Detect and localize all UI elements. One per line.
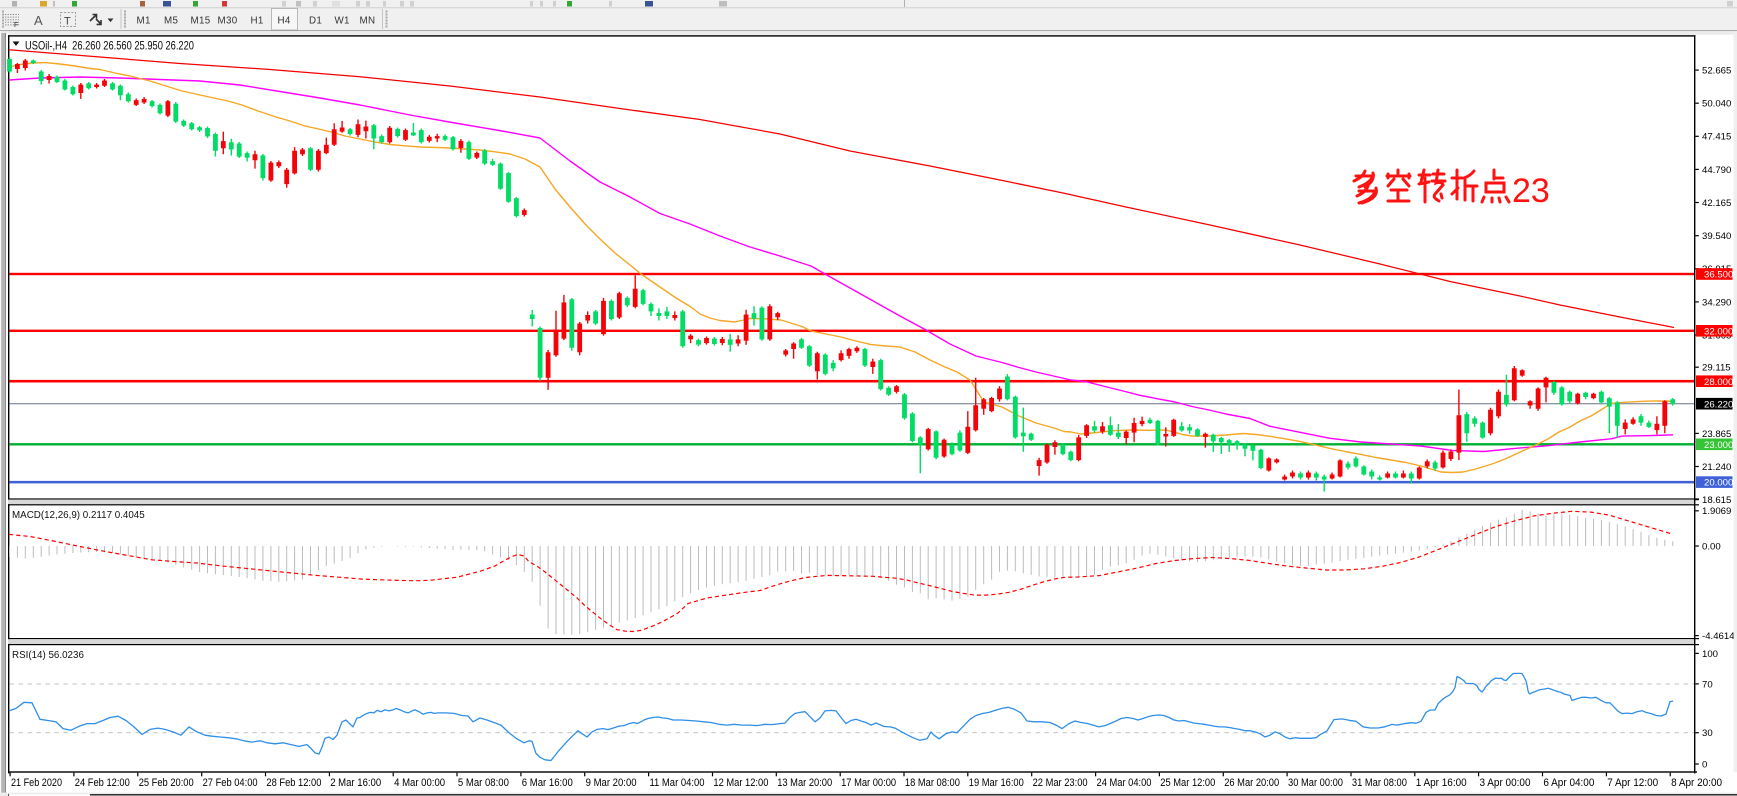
svg-text:2 Mar 16:00: 2 Mar 16:00 [330, 777, 381, 789]
svg-text:M1: M1 [137, 16, 151, 27]
svg-text:23.865: 23.865 [1702, 429, 1731, 440]
svg-text:19 Mar 16:00: 19 Mar 16:00 [969, 777, 1024, 789]
svg-text:30 Mar 00:00: 30 Mar 00:00 [1288, 777, 1343, 789]
svg-text:20.000: 20.000 [1704, 478, 1733, 489]
svg-text:32.000: 32.000 [1704, 326, 1733, 337]
svg-text:8 Apr 20:00: 8 Apr 20:00 [1671, 777, 1722, 789]
svg-text:28 Feb 12:00: 28 Feb 12:00 [266, 777, 321, 789]
svg-text:21 Feb 2020: 21 Feb 2020 [11, 777, 62, 789]
svg-text:70: 70 [1702, 679, 1713, 690]
svg-text:MN: MN [360, 16, 376, 27]
svg-text:34.290: 34.290 [1702, 297, 1731, 308]
svg-text:H1: H1 [251, 16, 264, 27]
svg-text:26.220: 26.220 [1704, 399, 1733, 410]
svg-text:22 Mar 23:00: 22 Mar 23:00 [1033, 777, 1088, 789]
svg-text:23: 23 [1512, 172, 1550, 210]
svg-text:11 Mar 04:00: 11 Mar 04:00 [650, 777, 705, 789]
svg-text:30: 30 [1702, 728, 1713, 739]
svg-text:50.040: 50.040 [1702, 99, 1731, 110]
svg-text:W1: W1 [335, 16, 350, 27]
svg-text:100: 100 [1702, 649, 1718, 660]
svg-text:13 Mar 20:00: 13 Mar 20:00 [777, 777, 832, 789]
svg-text:MACD(12,26,9) 0.2117 0.4045: MACD(12,26,9) 0.2117 0.4045 [12, 510, 145, 521]
svg-text:0.00: 0.00 [1702, 541, 1721, 552]
svg-text:5 Mar 08:00: 5 Mar 08:00 [458, 777, 509, 789]
svg-text:USOil-,H4 26.260 26.560 25.95: USOil-,H4 26.260 26.560 25.950 26.220 [25, 40, 194, 53]
svg-text:23.000: 23.000 [1704, 440, 1733, 451]
svg-text:9 Mar 20:00: 9 Mar 20:00 [586, 777, 637, 789]
svg-text:6 Mar 16:00: 6 Mar 16:00 [522, 777, 573, 789]
svg-text:21.240: 21.240 [1702, 462, 1731, 473]
svg-text:42.165: 42.165 [1702, 198, 1731, 209]
svg-text:36.500: 36.500 [1704, 270, 1733, 281]
svg-text:7 Apr 12:00: 7 Apr 12:00 [1607, 777, 1658, 789]
svg-text:18 Mar 08:00: 18 Mar 08:00 [905, 777, 960, 789]
svg-text:H4: H4 [278, 16, 291, 27]
svg-text:26 Mar 20:00: 26 Mar 20:00 [1224, 777, 1279, 789]
svg-text:4 Mar 00:00: 4 Mar 00:00 [394, 777, 445, 789]
svg-text:3 Apr 00:00: 3 Apr 00:00 [1480, 777, 1531, 789]
svg-text:39.540: 39.540 [1702, 231, 1731, 242]
svg-text:29.115: 29.115 [1702, 363, 1731, 374]
svg-text:44.790: 44.790 [1702, 165, 1731, 176]
svg-text:F: F [14, 22, 18, 29]
svg-text:RSI(14) 56.0236: RSI(14) 56.0236 [12, 650, 84, 661]
svg-text:28.000: 28.000 [1704, 377, 1733, 388]
svg-text:25 Feb 20:00: 25 Feb 20:00 [139, 777, 194, 789]
svg-text:T: T [64, 16, 71, 28]
svg-text:M5: M5 [164, 16, 178, 27]
svg-text:-4.4614: -4.4614 [1702, 631, 1735, 642]
svg-text:52.665: 52.665 [1702, 66, 1731, 77]
svg-text:M30: M30 [218, 16, 238, 27]
svg-text:12 Mar 12:00: 12 Mar 12:00 [713, 777, 768, 789]
svg-text:M15: M15 [191, 16, 211, 27]
svg-text:24 Mar 04:00: 24 Mar 04:00 [1097, 777, 1152, 789]
svg-text:1 Apr 16:00: 1 Apr 16:00 [1416, 777, 1467, 789]
svg-text:47.415: 47.415 [1702, 132, 1731, 143]
svg-text:31 Mar 08:00: 31 Mar 08:00 [1352, 777, 1407, 789]
svg-text:18.615: 18.615 [1702, 495, 1731, 506]
svg-text:27 Feb 04:00: 27 Feb 04:00 [203, 777, 258, 789]
svg-text:D1: D1 [309, 16, 322, 27]
svg-text:A: A [34, 13, 43, 28]
svg-text:1.9069: 1.9069 [1702, 506, 1731, 517]
svg-text:17 Mar 00:00: 17 Mar 00:00 [841, 777, 896, 789]
svg-text:24 Feb 12:00: 24 Feb 12:00 [75, 777, 130, 789]
svg-text:25 Mar 12:00: 25 Mar 12:00 [1160, 777, 1215, 789]
svg-text:0: 0 [1702, 759, 1707, 770]
svg-text:6 Apr 04:00: 6 Apr 04:00 [1543, 777, 1594, 789]
